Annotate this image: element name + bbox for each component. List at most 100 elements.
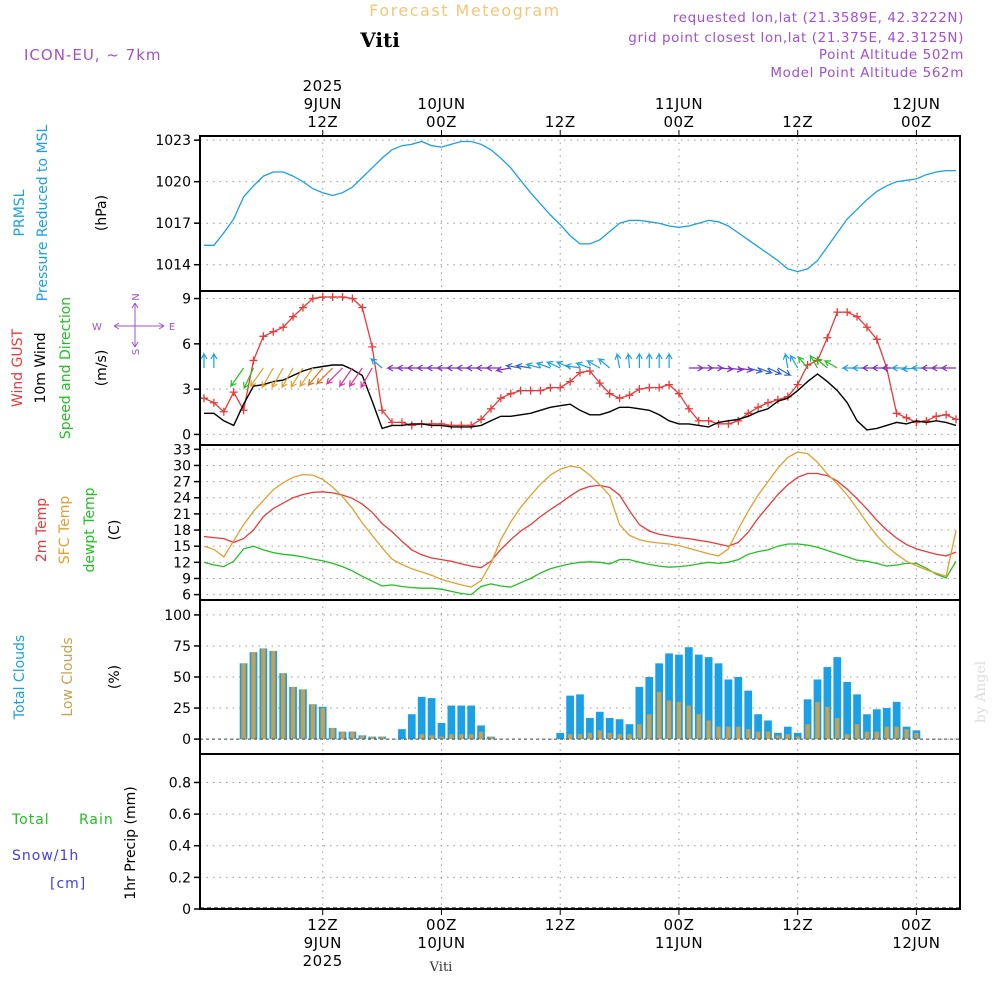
- total-cloud-bar: [853, 694, 861, 740]
- wind-direction-arrow: [271, 367, 284, 390]
- top-axis-label: 12Z: [545, 113, 576, 131]
- 10m-wind-line: [204, 364, 957, 431]
- bottom-axis-label: 12Z: [782, 916, 813, 934]
- gust-point: [516, 386, 525, 395]
- low-cloud-bar: [845, 734, 850, 740]
- total-cloud-bar: [754, 714, 762, 740]
- gust-point: [942, 410, 951, 419]
- gust-point: [674, 389, 683, 398]
- low-cloud-bar: [379, 736, 385, 740]
- gust-point: [259, 332, 268, 341]
- compass-n: N: [131, 293, 142, 300]
- gust-point: [605, 389, 614, 398]
- low-cloud-bar: [597, 730, 602, 740]
- wind-direction-arrow: [290, 367, 304, 389]
- low-cloud-bar: [805, 724, 810, 740]
- point-altitude: Point Altitude 502m: [819, 47, 964, 63]
- low-cloud-bar: [755, 731, 761, 740]
- gust-point: [378, 406, 387, 415]
- wind-direction-arrow: [574, 361, 591, 369]
- bottom-axis-label: 00Z: [901, 916, 932, 934]
- gust-point: [556, 383, 565, 392]
- bottom-axis-label: 12Z: [307, 916, 338, 934]
- footer-place: Viti: [429, 960, 453, 975]
- gust-point: [576, 368, 584, 377]
- gust-point: [754, 403, 763, 412]
- low-cloud-bar: [736, 726, 741, 740]
- low-cloud-bar: [340, 731, 345, 740]
- pressure-unit: (hPa): [94, 195, 110, 231]
- gust-point: [496, 394, 505, 403]
- wind-direction-arrow: [249, 367, 264, 389]
- total-cloud-bar: [793, 732, 802, 740]
- wind-direction-arrow: [796, 356, 809, 369]
- place-title: Viti: [359, 28, 400, 52]
- pressure-panel: PRMSL Pressure Reduced to MSL (hPa) 1014…: [12, 124, 961, 301]
- total-cloud-bar: [823, 667, 832, 740]
- gust-point: [833, 308, 842, 317]
- wind-direction-arrow: [655, 351, 663, 368]
- low-cloud-bar: [874, 731, 879, 740]
- low-cloud-bar: [281, 673, 286, 740]
- precip-ytick-label: 0.4: [169, 839, 191, 855]
- low-cloud-bar: [666, 700, 672, 740]
- compass-w: W: [92, 322, 102, 333]
- total-cloud-bar: [704, 657, 713, 740]
- low-cloud-bar: [904, 729, 909, 740]
- temp-ytick-label: 18: [173, 523, 191, 539]
- precip-total-label: Total: [11, 812, 50, 828]
- gust-point: [655, 383, 664, 392]
- low-cloud-bar: [449, 734, 454, 740]
- low-cloud-bar: [587, 732, 593, 740]
- low-cloud-bar: [469, 734, 474, 740]
- gust-point: [209, 398, 218, 407]
- wind-direction-arrow: [767, 367, 783, 376]
- wind-direction-arrow: [494, 366, 511, 374]
- gust-point: [338, 293, 347, 302]
- total-cloud-bar: [803, 699, 812, 740]
- low-cloud-bar: [488, 736, 494, 740]
- temp-ytick-label: 30: [173, 458, 191, 474]
- cloud-ytick-label: 50: [173, 670, 191, 686]
- low-cloud-bar: [370, 736, 375, 740]
- cloud-ytick-label: 0: [182, 732, 191, 748]
- temp-ytick-label: 9: [182, 571, 191, 587]
- low-cloud-bar: [775, 735, 781, 740]
- total-cloud-bar: [556, 732, 565, 740]
- low-cloud-bar: [320, 708, 325, 740]
- pressure-ytick-label: 1020: [155, 175, 191, 191]
- low-cloud-bar: [330, 727, 335, 740]
- low-cloud-bar: [864, 731, 870, 740]
- bottom-axis-label: 9JUN: [304, 934, 342, 952]
- model-point-altitude: Model Point Altitude 562m: [770, 65, 964, 81]
- gust-point: [635, 385, 644, 394]
- precip-unit: 1hr Precip (mm): [123, 786, 139, 899]
- wind-direction-arrow: [625, 351, 633, 369]
- gust-point: [665, 380, 674, 389]
- wind-direction-arrow: [299, 367, 314, 389]
- total-cloud-bar: [457, 705, 466, 740]
- wind-direction-arrow: [325, 367, 343, 386]
- gust-point: [952, 415, 960, 424]
- low-cloud-bar: [765, 731, 771, 740]
- gust-point: [219, 407, 228, 416]
- low-cloud-bar: [914, 732, 919, 740]
- precip-cm-label: [cm]: [50, 876, 86, 892]
- low-cloud-bar: [627, 734, 632, 740]
- gust-point: [328, 293, 337, 302]
- wind-direction-arrow: [200, 351, 208, 368]
- wind-direction-arrow: [665, 351, 673, 368]
- top-axis-label: 00Z: [901, 113, 932, 131]
- gust-point: [279, 323, 288, 332]
- low-cloud-bar: [815, 701, 820, 740]
- total-clouds-label: Total Clouds: [12, 635, 28, 720]
- gust-point: [872, 335, 881, 344]
- low-cloud-bar: [567, 734, 573, 740]
- 2m-temp-line: [203, 472, 957, 569]
- total-cloud-bar: [447, 705, 456, 740]
- low-cloud-bar: [419, 734, 424, 740]
- gust-point: [269, 327, 278, 336]
- total-cloud-bar: [417, 696, 426, 740]
- temp-2m-label: 2m Temp: [34, 498, 50, 562]
- temp-sfc-label: SFC Temp: [57, 496, 73, 565]
